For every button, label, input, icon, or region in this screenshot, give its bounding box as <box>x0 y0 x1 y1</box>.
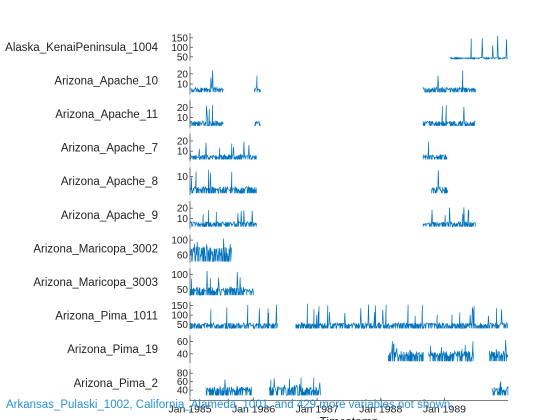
series-line <box>205 377 509 396</box>
y-tick-label: 100 <box>171 236 188 247</box>
y-tick-label: 80 <box>177 369 189 380</box>
series-line <box>189 303 508 329</box>
series-label: Arizona_Pima_2 <box>74 378 158 390</box>
series-label: Arizona_Apache_7 <box>61 143 158 155</box>
x-tick-label: Jan 1985 <box>168 404 211 416</box>
y-tick-label: 60 <box>177 337 189 348</box>
y-tick-label: 40 <box>177 386 189 397</box>
series-label: Arizona_Apache_10 <box>54 75 158 87</box>
series-label: Arizona_Apache_11 <box>55 109 158 121</box>
y-tick-label: 40 <box>177 349 189 360</box>
x-tick-label: Jan 1986 <box>232 404 275 416</box>
y-tick-label: 50 <box>177 52 189 63</box>
series-label: Arizona_Pima_19 <box>67 344 158 356</box>
series-label: Alaska_KenaiPeninsula_1004 <box>5 42 158 54</box>
y-tick-label: 20 <box>177 204 189 215</box>
series-line <box>189 270 254 296</box>
y-tick-label: 150 <box>171 301 188 312</box>
series-label: Arizona_Maricopa_3002 <box>33 243 158 255</box>
y-tick-label: 10 <box>177 147 189 158</box>
y-tick-label: 20 <box>177 136 189 147</box>
series-line <box>190 70 476 93</box>
footnote: Arkansas_Pulaski_1002, California_Alamed… <box>6 399 454 411</box>
series-line <box>189 105 476 127</box>
y-tick-label: 150 <box>171 33 188 44</box>
y-tick-label: 100 <box>171 311 188 322</box>
y-tick-label: 10 <box>177 79 189 90</box>
y-tick-label: 60 <box>177 250 189 261</box>
x-tick-label: Jan 1987 <box>296 404 339 416</box>
y-tick-label: 50 <box>177 285 189 296</box>
y-tick-label: 10 <box>177 113 189 124</box>
series-label: Arizona_Maricopa_3003 <box>33 277 158 289</box>
x-tick-label: Jan 1988 <box>359 404 402 416</box>
series-label: Arizona_Pima_1011 <box>55 311 158 323</box>
series-line <box>189 207 476 227</box>
y-tick-label: 100 <box>171 270 188 281</box>
series-line <box>189 238 233 262</box>
series-label: Arizona_Apache_8 <box>61 176 158 188</box>
y-tick-label: 50 <box>177 320 189 331</box>
series-line <box>449 35 508 61</box>
x-axis-label: Timestamp <box>320 415 379 420</box>
y-tick-label: 60 <box>177 377 189 388</box>
y-tick-label: 100 <box>171 43 188 54</box>
series-line <box>388 339 509 362</box>
y-tick-label: 20 <box>177 69 189 80</box>
x-tick-label: Jan 1989 <box>423 404 466 416</box>
y-tick-label: 20 <box>177 103 189 114</box>
y-tick-label: 10 <box>177 172 189 183</box>
series-label: Arizona_Apache_9 <box>61 210 158 222</box>
y-tick-label: 10 <box>177 214 189 225</box>
series-line <box>189 141 448 160</box>
series-line <box>189 169 449 194</box>
